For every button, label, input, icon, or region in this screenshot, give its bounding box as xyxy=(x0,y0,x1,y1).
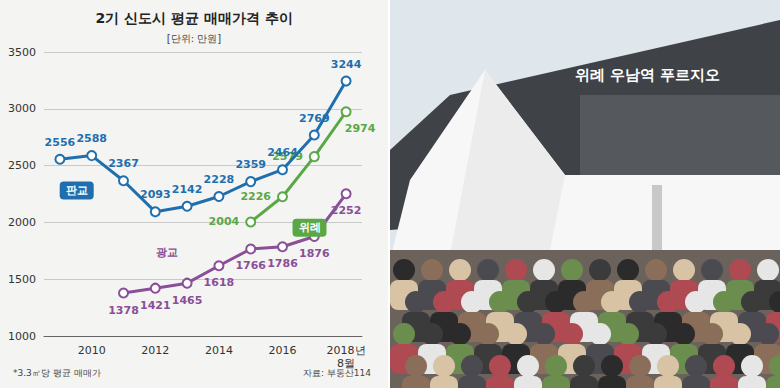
svg-text:1500: 1500 xyxy=(8,273,36,286)
svg-text:[단위: 만원]: [단위: 만원] xyxy=(167,33,221,44)
svg-text:2974: 2974 xyxy=(345,122,376,135)
svg-text:1378: 1378 xyxy=(108,304,139,317)
svg-text:1421: 1421 xyxy=(140,299,171,312)
svg-text:2226: 2226 xyxy=(240,190,271,203)
svg-text:판교: 판교 xyxy=(66,184,88,197)
svg-text:1000: 1000 xyxy=(8,330,36,343)
svg-text:2018년: 2018년 xyxy=(327,344,366,357)
svg-text:2252: 2252 xyxy=(331,204,362,217)
svg-text:2000: 2000 xyxy=(8,216,36,229)
svg-text:2588: 2588 xyxy=(76,132,107,145)
svg-text:2359: 2359 xyxy=(235,158,266,171)
svg-text:3500: 3500 xyxy=(8,46,36,59)
svg-text:3244: 3244 xyxy=(331,58,362,71)
svg-text:2500: 2500 xyxy=(8,159,36,172)
svg-text:2228: 2228 xyxy=(204,173,235,186)
svg-text:8월: 8월 xyxy=(337,357,356,370)
svg-text:2367: 2367 xyxy=(108,157,139,170)
svg-text:2142: 2142 xyxy=(172,183,203,196)
svg-text:1766: 1766 xyxy=(235,259,266,272)
svg-text:3000: 3000 xyxy=(8,102,36,115)
svg-text:1786: 1786 xyxy=(267,257,298,270)
svg-text:2012: 2012 xyxy=(141,344,169,357)
svg-text:1876: 1876 xyxy=(299,247,330,260)
svg-text:2기 신도시 평균 매매가격 추이: 2기 신도시 평균 매매가격 추이 xyxy=(95,10,292,26)
svg-text:2014: 2014 xyxy=(205,344,233,357)
svg-text:광교: 광교 xyxy=(156,246,178,259)
svg-text:2556: 2556 xyxy=(45,136,76,149)
svg-text:자료: 부동산114: 자료: 부동산114 xyxy=(303,368,371,378)
svg-text:1465: 1465 xyxy=(172,294,203,307)
svg-text:위례: 위례 xyxy=(299,221,321,234)
svg-text:*3.3㎡당 평균 매매가: *3.3㎡당 평균 매매가 xyxy=(13,368,101,378)
svg-text:2004: 2004 xyxy=(209,215,240,228)
svg-text:2093: 2093 xyxy=(140,188,171,201)
svg-text:2010: 2010 xyxy=(78,344,106,357)
svg-text:2016: 2016 xyxy=(269,344,297,357)
svg-text:2769: 2769 xyxy=(299,112,330,125)
svg-text:위례 우남역 푸르지오: 위례 우남역 푸르지오 xyxy=(575,66,720,84)
svg-text:2464: 2464 xyxy=(267,146,298,159)
svg-text:1618: 1618 xyxy=(204,276,235,289)
